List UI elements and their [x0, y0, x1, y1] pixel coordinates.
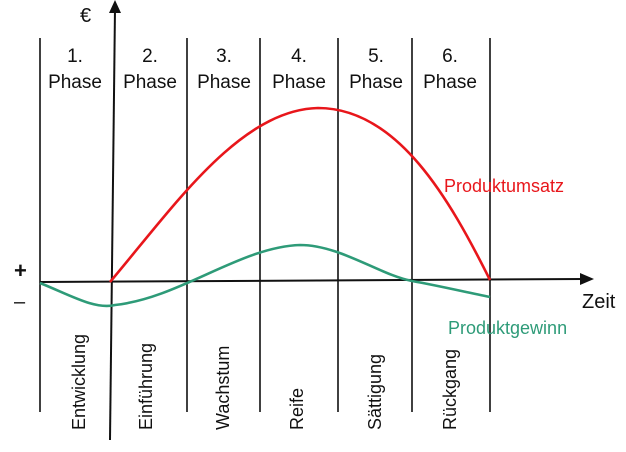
phase-number-1: 1. — [67, 46, 83, 67]
phase-label-5: Phase — [349, 72, 403, 93]
stage-label-6: Rückgang — [440, 349, 460, 430]
stage-label-5: Sättigung — [365, 354, 385, 430]
phase-number-6: 6. — [442, 46, 458, 67]
stage-label-1: Entwicklung — [69, 334, 89, 430]
revenue-curve-label: Produktumsatz — [444, 176, 564, 196]
phase-label-1: Phase — [48, 72, 102, 93]
minus-sign: – — [14, 291, 26, 313]
phase-number-5: 5. — [368, 46, 384, 67]
stage-label-2: Einführung — [136, 343, 156, 430]
y-axis-arrow-icon — [109, 0, 121, 13]
y-axis — [109, 0, 121, 441]
revenue-curve — [109, 106, 492, 283]
x-axis-label: Zeit — [582, 291, 616, 313]
stage-labels: Entwicklung Einführung Wachstum Reife Sä… — [69, 334, 460, 430]
plus-sign: + — [14, 258, 27, 283]
phase-number-2: 2. — [142, 46, 158, 67]
stage-label-4: Reife — [287, 388, 307, 430]
y-axis-label: € — [80, 5, 91, 27]
phase-number-3: 3. — [216, 46, 232, 67]
phase-headers: 1. Phase 2. Phase 3. Phase 4. Phase 5. P… — [48, 46, 477, 93]
profit-curve — [39, 243, 491, 308]
phase-label-3: Phase — [197, 72, 251, 93]
phase-dividers — [39, 38, 491, 412]
phase-label-2: Phase — [123, 72, 177, 93]
x-axis — [39, 273, 594, 285]
phase-label-4: Phase — [272, 72, 326, 93]
phase-number-4: 4. — [291, 46, 307, 67]
phase-label-6: Phase — [423, 72, 477, 93]
x-axis-arrow-icon — [580, 273, 594, 285]
profit-curve-label: Produktgewinn — [448, 318, 567, 338]
stage-label-3: Wachstum — [213, 346, 233, 430]
